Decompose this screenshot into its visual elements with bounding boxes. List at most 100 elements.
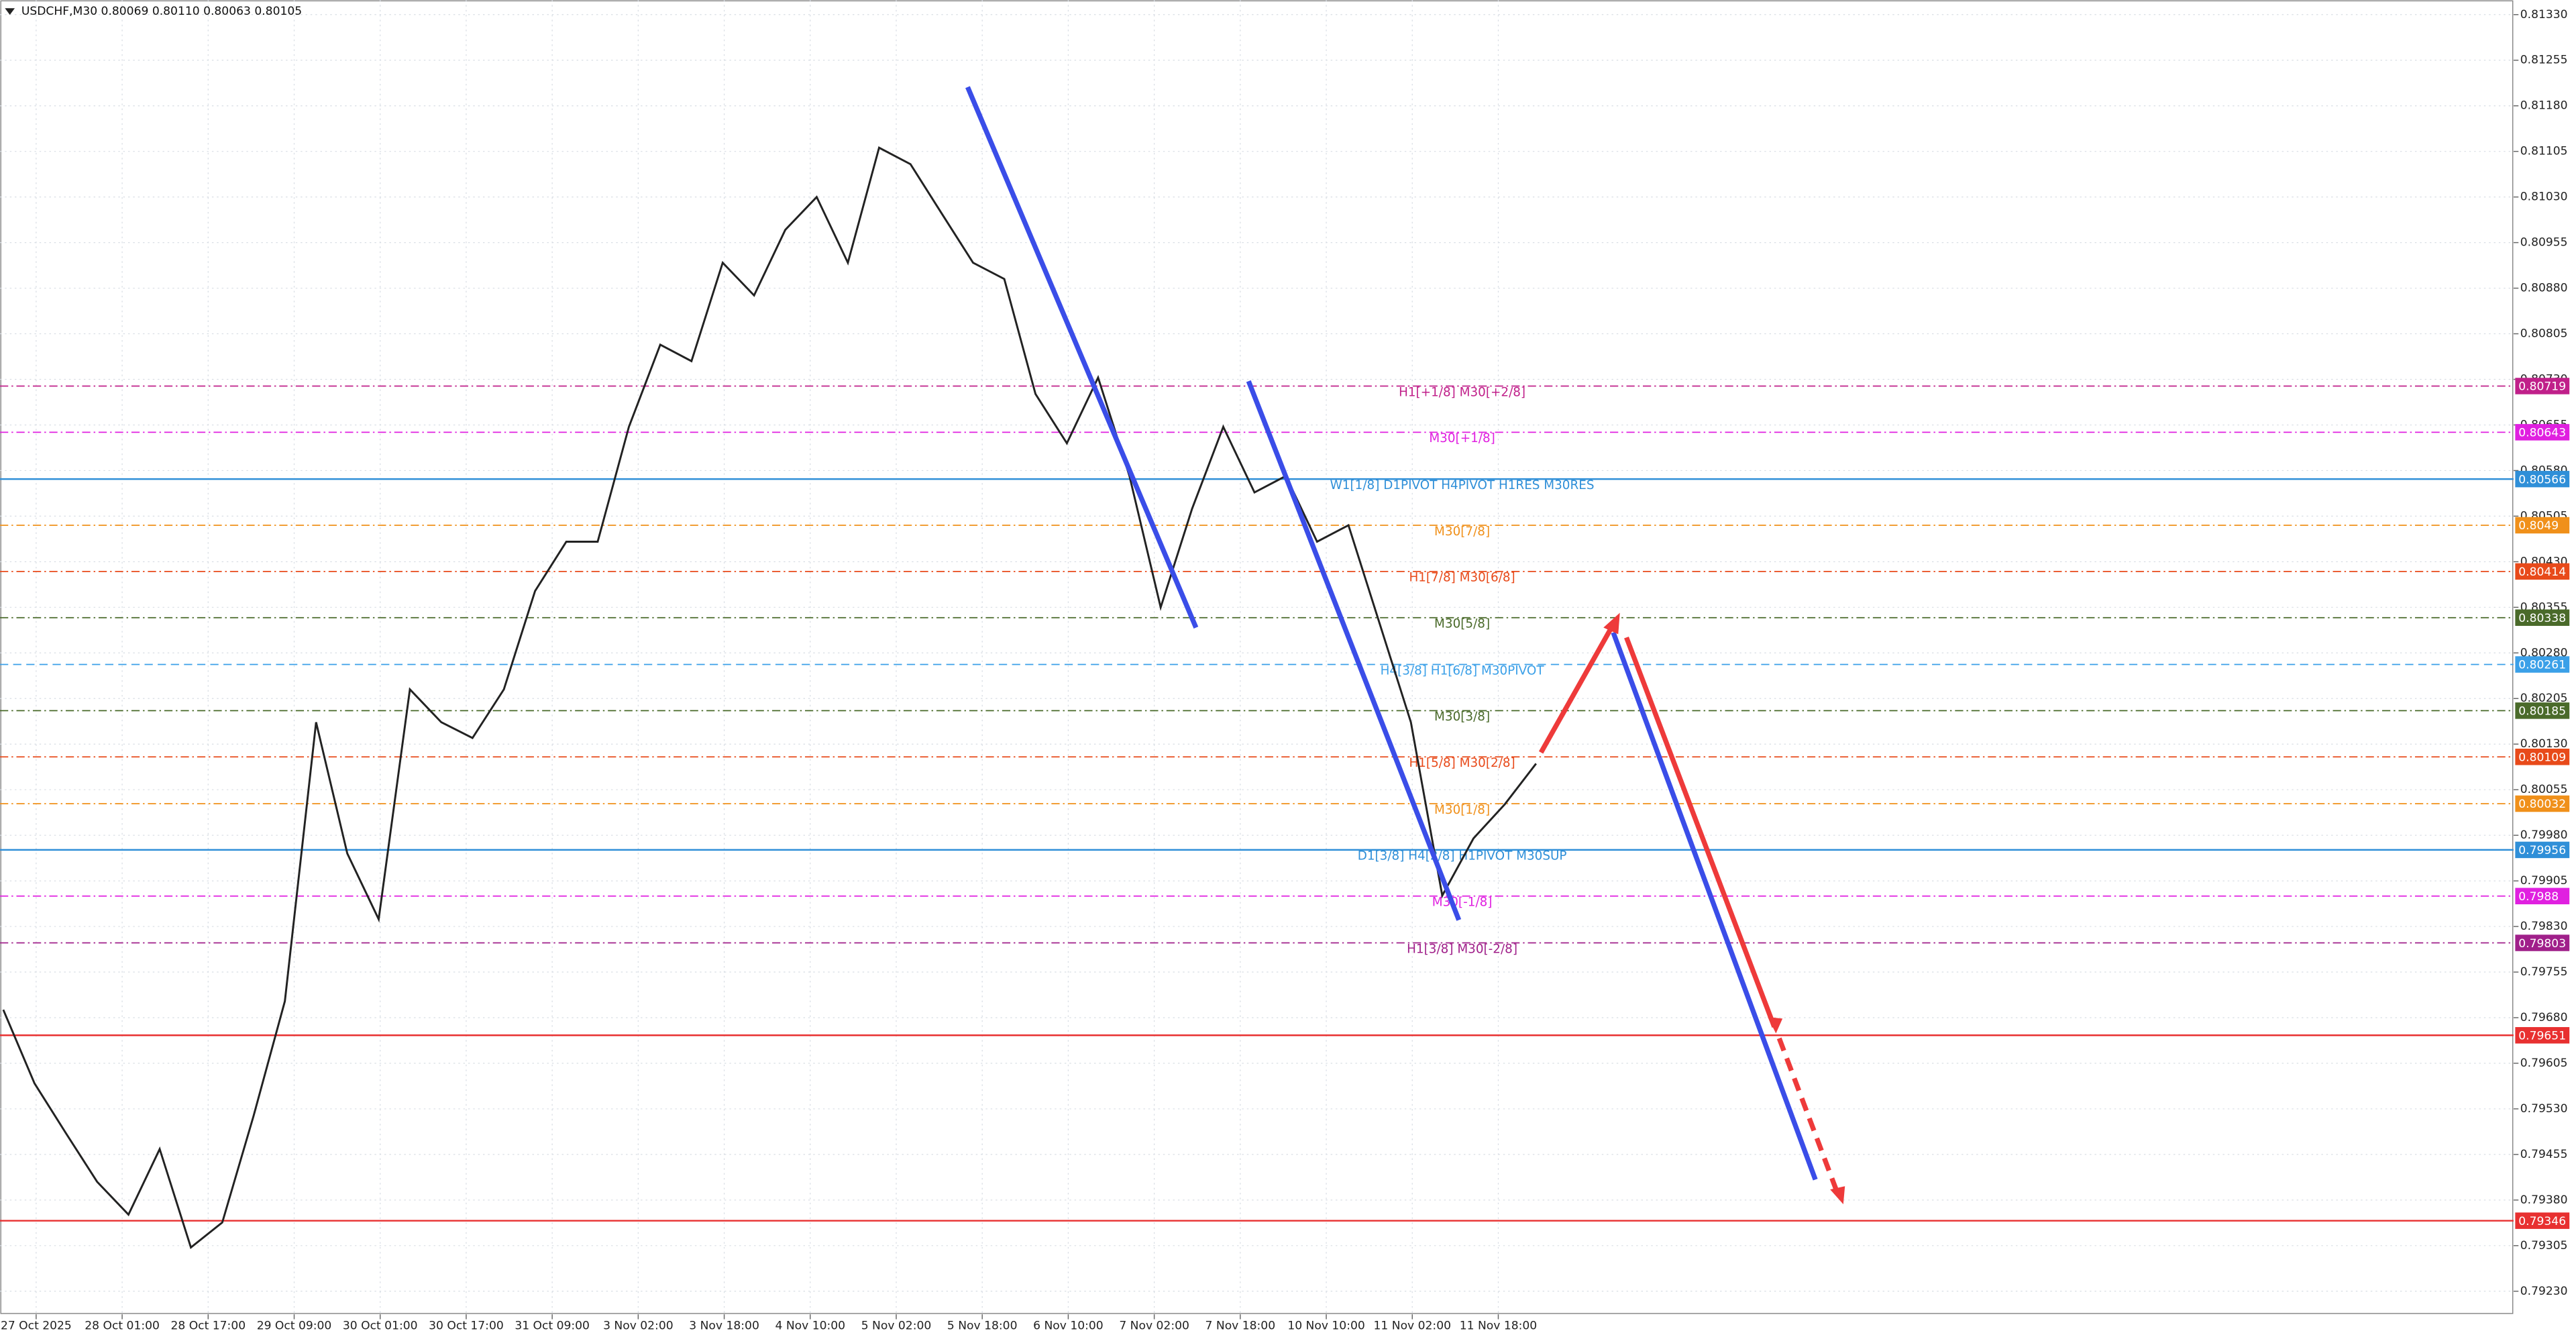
level-label: D1[3/8] H4[2/8] H1PIVOT M30SUP [1358, 849, 1567, 863]
arrow-head [1768, 1016, 1783, 1034]
trend-line [1611, 631, 1818, 1181]
y-tick-label: 0.79230 [2520, 1285, 2568, 1298]
price-line [2, 146, 1537, 1250]
price-box [2515, 609, 2570, 626]
menu-icon[interactable] [5, 8, 15, 15]
level-label: M30[5/8] [1434, 617, 1490, 631]
y-tick-label: 0.80205 [2520, 692, 2568, 705]
level-label: M30[+1/8] [1429, 431, 1495, 445]
y-tick-label: 0.80880 [2520, 282, 2568, 295]
price-box [2515, 563, 2570, 580]
y-tick-label: 0.81105 [2520, 145, 2568, 158]
x-tick-label: 30 Oct 17:00 [429, 1319, 504, 1332]
arrow-head [1603, 612, 1620, 635]
y-tick-label: 0.81255 [2520, 54, 2568, 67]
x-tick-label: 28 Oct 17:00 [170, 1319, 246, 1332]
x-tick-label: 30 Oct 01:00 [343, 1319, 418, 1332]
trend-line [965, 86, 1199, 629]
level-label: H1[7/8] M30[6/8] [1409, 571, 1515, 585]
price-box [2515, 702, 2570, 719]
level-label: M30[1/8] [1434, 803, 1490, 817]
price-box [2515, 841, 2570, 859]
y-tick-label: 0.79530 [2520, 1102, 2568, 1116]
levels: H1[+1/8] M30[+2/8] M30[+1/8] W1[1/8] D1PIV… [0, 385, 2514, 1222]
x-tick-label: 28 Oct 01:00 [85, 1319, 160, 1332]
price-box [2515, 888, 2570, 905]
level-label: H4[3/8] H1[6/8] M30PIVOT [1381, 663, 1545, 678]
y-tick-label: 0.80805 [2520, 327, 2568, 341]
price-box-label: 0.80719 [2518, 380, 2566, 394]
price-box [2515, 1212, 2570, 1229]
forecast-arrow [1538, 623, 1616, 754]
price-box-label: 0.80338 [2518, 612, 2566, 625]
y-tick-label: 0.81330 [2520, 8, 2568, 21]
x-tick-label: 10 Nov 10:00 [1287, 1319, 1364, 1332]
x-tick-label: 5 Nov 18:00 [947, 1319, 1018, 1332]
y-tick-label: 0.79980 [2520, 828, 2568, 842]
price-box-label: 0.80261 [2518, 659, 2566, 672]
y-tick-label: 0.79905 [2520, 874, 2568, 888]
level-label: M30[-1/8] [1432, 896, 1493, 910]
y-tick-label: 0.80955 [2520, 236, 2568, 250]
arrow-head [1830, 1186, 1845, 1205]
grid [0, 0, 2514, 1315]
price-box [2515, 378, 2570, 394]
level-label: M30[7/8] [1434, 525, 1490, 539]
level-label: H1[+1/8] M30[+2/8] [1399, 385, 1525, 399]
price-box-label: 0.80414 [2518, 566, 2566, 579]
level-label: H1[5/8] M30[2/8] [1409, 756, 1515, 770]
y-tick-label: 0.80055 [2520, 783, 2568, 796]
price-box-label: 0.79651 [2518, 1030, 2566, 1043]
price-box-label: 0.80643 [2518, 427, 2566, 440]
level-label: W1[1/8] D1PIVOT H4PIVOT H1RES M30RES [1330, 478, 1595, 492]
trend-line [1246, 380, 1462, 921]
forecast-arrow [1776, 1037, 1839, 1192]
x-tick-label: 11 Nov 18:00 [1460, 1319, 1537, 1332]
price-box [2515, 1027, 2570, 1044]
price-box-label: 0.80566 [2518, 473, 2566, 486]
price-box [2515, 470, 2570, 488]
y-tick-label: 0.79305 [2520, 1239, 2568, 1252]
x-tick-label: 4 Nov 10:00 [775, 1319, 845, 1332]
y-tick-label: 0.79605 [2520, 1057, 2568, 1070]
chart-title: USDCHF,M30 0.80069 0.80110 0.80063 0.801… [21, 5, 302, 18]
x-tick-label: 29 Oct 09:00 [257, 1319, 332, 1332]
price-box [2515, 424, 2570, 441]
price [2, 146, 1537, 1250]
y-tick-label: 0.79455 [2520, 1148, 2568, 1161]
price-box [2515, 795, 2570, 812]
price-box [2515, 517, 2570, 534]
level-label: M30[3/8] [1434, 710, 1490, 724]
y-tick-label: 0.79380 [2520, 1193, 2568, 1207]
price-box-label: 0.79803 [2518, 937, 2566, 951]
y-tick-label: 0.81030 [2520, 191, 2568, 204]
x-tick-label: 27 Oct 2025 [1, 1319, 72, 1332]
price-box-label: 0.80185 [2518, 705, 2566, 718]
plot-area [0, 0, 2514, 1314]
y-tick-label: 0.79830 [2520, 920, 2568, 933]
price-box-label: 0.8049 [2518, 519, 2559, 533]
price-box [2515, 934, 2570, 951]
forecast-arrows [965, 86, 1845, 1205]
axes: 0.81330 0.81255 0.81180 0.81105 0.81030 0.809… [1, 8, 2570, 1332]
y-tick-label: 0.79680 [2520, 1011, 2568, 1024]
forecast-arrow [1624, 636, 1777, 1028]
y-tick-label: 0.80130 [2520, 737, 2568, 751]
x-tick-label: 7 Nov 02:00 [1119, 1319, 1189, 1332]
price-box-label: 0.7988 [2518, 890, 2559, 904]
y-tick-label: 0.81180 [2520, 99, 2568, 113]
y-tick-label: 0.79755 [2520, 965, 2568, 979]
x-tick-label: 11 Nov 02:00 [1374, 1319, 1451, 1332]
x-tick-label: 5 Nov 02:00 [861, 1319, 932, 1332]
price-box-label: 0.80109 [2518, 751, 2566, 764]
x-tick-label: 31 Oct 09:00 [515, 1319, 590, 1332]
x-tick-label: 7 Nov 18:00 [1205, 1319, 1276, 1332]
x-tick-label: 6 Nov 10:00 [1033, 1319, 1104, 1332]
price-box [2515, 656, 2570, 673]
x-tick-label: 3 Nov 02:00 [603, 1319, 674, 1332]
level-label: H1[3/8] M30[-2/8] [1407, 942, 1517, 956]
price-box-label: 0.79346 [2518, 1215, 2566, 1228]
x-tick-label: 3 Nov 18:00 [689, 1319, 759, 1332]
price-box-label: 0.80032 [2518, 798, 2566, 811]
